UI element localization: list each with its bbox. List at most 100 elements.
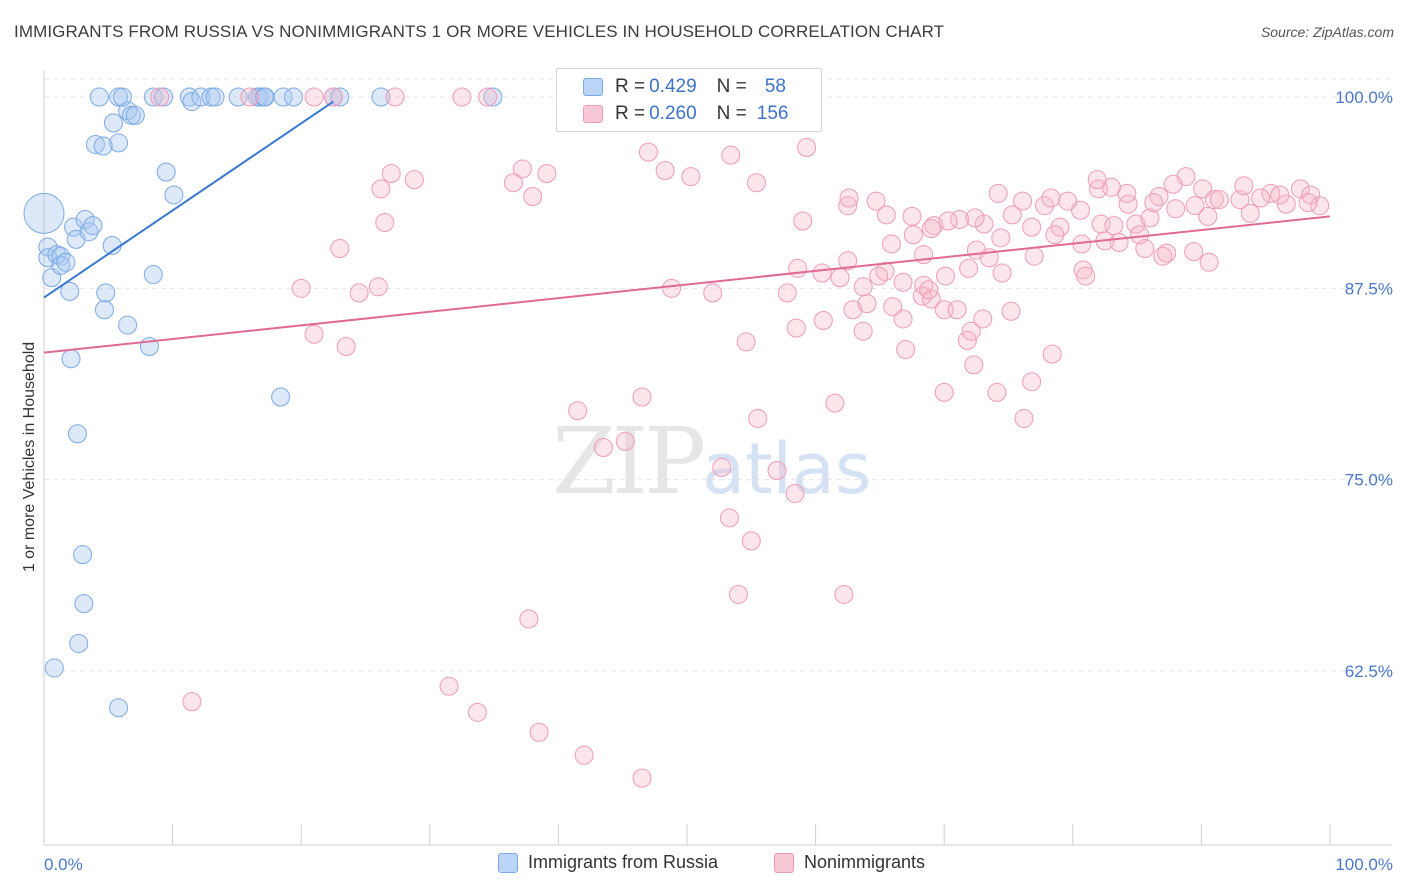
point-russia: [156, 162, 176, 182]
legend-r-value-nonimmigrants: 0.260: [649, 103, 697, 124]
point-russia: [94, 300, 114, 320]
point-russia: [182, 92, 202, 112]
watermark-zip: ZIP: [552, 408, 706, 515]
point-nonimmigrant: [1144, 193, 1164, 213]
point-nonimmigrant: [1104, 216, 1124, 236]
point-russia: [64, 217, 84, 237]
point-nonimmigrant: [467, 702, 487, 722]
point-russia: [143, 265, 163, 285]
point-nonimmigrant: [793, 211, 813, 231]
point-nonimmigrant: [1024, 246, 1044, 266]
point-nonimmigrant: [304, 87, 324, 107]
point-nonimmigrant: [1234, 176, 1254, 196]
point-nonimmigrant: [902, 206, 922, 226]
point-nonimmigrant: [1140, 208, 1160, 228]
point-russia: [228, 87, 248, 107]
point-nonimmigrant: [703, 283, 723, 303]
point-nonimmigrant: [1251, 188, 1271, 208]
point-nonimmigrant: [381, 164, 401, 184]
point-russia: [85, 134, 105, 154]
axes: [43, 70, 1392, 846]
legend-n-label: N =: [716, 76, 747, 97]
point-nonimmigrant: [1240, 203, 1260, 223]
point-nonimmigrant: [748, 408, 768, 428]
series-swatch-nonimmigrants: [774, 852, 794, 873]
point-russia: [96, 283, 116, 303]
point-nonimmigrant: [1042, 344, 1062, 364]
point-nonimmigrant: [568, 401, 588, 421]
point-nonimmigrant: [786, 318, 806, 338]
point-nonimmigrant: [1035, 196, 1055, 216]
point-nonimmigrant: [1276, 194, 1296, 214]
point-nonimmigrant: [182, 692, 202, 712]
legend-n-value-russia: 58: [764, 76, 786, 97]
point-nonimmigrant: [881, 234, 901, 254]
legend-n-label: N =: [716, 103, 747, 124]
point-nonimmigrant: [785, 483, 805, 503]
point-nonimmigrant: [1198, 206, 1218, 226]
point-nonimmigrant: [883, 297, 903, 317]
point-russia: [271, 387, 291, 407]
point-nonimmigrant: [1087, 170, 1107, 190]
y-tick-label: 62.5%: [1345, 662, 1393, 681]
point-nonimmigrant: [741, 531, 761, 551]
point-nonimmigrant: [1002, 205, 1022, 225]
x-tick-label-start: 0.0%: [44, 855, 83, 874]
legend-n-value-nonimmigrants: 156: [756, 103, 789, 124]
point-nonimmigrant: [1184, 242, 1204, 262]
point-nonimmigrant: [1310, 196, 1330, 216]
y-tick-label: 87.5%: [1345, 279, 1393, 298]
legend-row-russia: R = 0.429 N = 58: [583, 75, 786, 99]
point-nonimmigrant: [368, 277, 388, 297]
point-nonimmigrant: [869, 266, 889, 286]
legend-swatch-russia: [583, 78, 603, 96]
point-nonimmigrant: [839, 188, 859, 208]
point-nonimmigrant: [903, 225, 923, 245]
series-legend-nonimmigrants: Nonimmigrants: [774, 852, 925, 873]
point-nonimmigrant: [519, 609, 539, 629]
legend-r-label: R =: [615, 103, 646, 124]
point-russia: [67, 424, 87, 444]
point-nonimmigrant: [291, 278, 311, 298]
point-nonimmigrant: [973, 309, 993, 329]
point-nonimmigrant: [1045, 225, 1065, 245]
point-nonimmigrant: [961, 321, 981, 341]
point-russia: [205, 87, 225, 107]
data-points: [23, 87, 1330, 788]
point-nonimmigrant: [736, 332, 756, 352]
point-nonimmigrant: [1209, 190, 1229, 210]
point-nonimmigrant: [924, 216, 944, 236]
series-legend-russia-label: Immigrants from Russia: [528, 852, 719, 872]
point-nonimmigrant: [857, 294, 877, 314]
point-nonimmigrant: [843, 300, 863, 320]
point-nonimmigrant: [1193, 179, 1213, 199]
y-axis-title: 1 or more Vehicles in Household: [21, 342, 38, 572]
point-russia: [273, 87, 293, 107]
point-nonimmigrant: [964, 355, 984, 375]
point-nonimmigrant: [893, 309, 913, 329]
point-nonimmigrant: [1166, 199, 1186, 219]
point-nonimmigrant: [838, 196, 858, 216]
point-nonimmigrant: [349, 283, 369, 303]
point-nonimmigrant: [988, 183, 1008, 203]
point-russia: [56, 252, 76, 272]
point-nonimmigrant: [947, 300, 967, 320]
point-russia: [283, 87, 303, 107]
point-nonimmigrant: [934, 382, 954, 402]
point-nonimmigrant: [452, 87, 472, 107]
point-nonimmigrant: [1157, 243, 1177, 263]
point-nonimmigrant: [439, 676, 459, 696]
trend-lines: [43, 100, 1331, 354]
point-nonimmigrant: [1185, 196, 1205, 216]
point-nonimmigrant: [728, 584, 748, 604]
legend-r-value-russia: 0.429: [649, 76, 697, 97]
point-nonimmigrant: [959, 258, 979, 278]
point-nonimmigrant: [638, 142, 658, 162]
point-nonimmigrant: [992, 263, 1012, 283]
point-nonimmigrant: [921, 219, 941, 239]
point-russia: [75, 209, 95, 229]
point-nonimmigrant: [1071, 200, 1091, 220]
point-russia: [125, 105, 145, 125]
point-nonimmigrant: [615, 431, 635, 451]
legend-swatch-nonimmigrants: [583, 105, 603, 123]
